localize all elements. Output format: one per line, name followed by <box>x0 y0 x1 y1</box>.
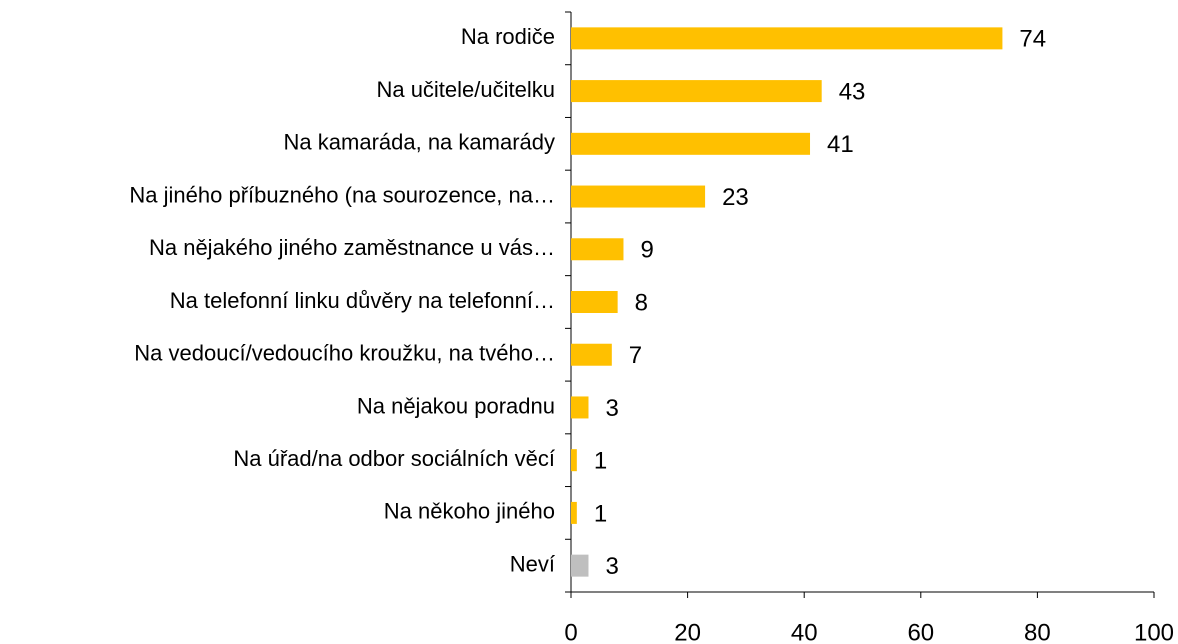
x-tick-label: 100 <box>1134 619 1174 644</box>
x-tick-label: 80 <box>1024 619 1051 644</box>
bar <box>571 291 618 313</box>
value-label: 1 <box>594 500 607 527</box>
value-label: 8 <box>635 289 648 316</box>
category-label: Na rodiče <box>461 24 555 49</box>
bar <box>571 449 577 472</box>
bar <box>571 27 1003 50</box>
value-label: 74 <box>1019 26 1046 53</box>
value-label: 41 <box>827 131 854 158</box>
bar <box>571 238 624 261</box>
category-label: Na úřad/na odbor sociálních věcí <box>233 446 555 471</box>
bar <box>571 554 589 577</box>
category-label: Na jiného příbuzného (na sourozence, na… <box>129 182 555 207</box>
category-label: Na nějakou poradnu <box>357 393 555 418</box>
x-tick-label: 40 <box>791 619 818 644</box>
value-label: 9 <box>640 237 653 264</box>
bar <box>571 343 612 366</box>
category-label: Na nějakého jiného zaměstnance u vás… <box>149 235 555 260</box>
bar <box>571 185 706 208</box>
value-label: 1 <box>594 448 607 475</box>
value-label: 23 <box>722 184 749 211</box>
x-tick-label: 0 <box>564 619 577 644</box>
category-label: Na telefonní linku důvěry na telefonní… <box>170 288 555 313</box>
category-label: Na vedoucí/vedoucího kroužku, na tvého… <box>134 341 555 366</box>
value-label: 3 <box>605 553 618 580</box>
bar <box>571 80 822 103</box>
category-label: Na učitele/učitelku <box>376 77 555 102</box>
x-tick-label: 20 <box>674 619 701 644</box>
x-tick-label: 60 <box>907 619 934 644</box>
bar <box>571 132 811 155</box>
bar <box>571 501 577 524</box>
category-label: Na kamaráda, na kamarády <box>284 130 555 155</box>
bar <box>571 396 589 419</box>
category-label: Na někoho jiného <box>384 499 555 524</box>
value-label: 7 <box>629 342 642 369</box>
category-label: Neví <box>510 551 555 576</box>
value-label: 3 <box>605 395 618 422</box>
value-label: 43 <box>839 78 866 105</box>
